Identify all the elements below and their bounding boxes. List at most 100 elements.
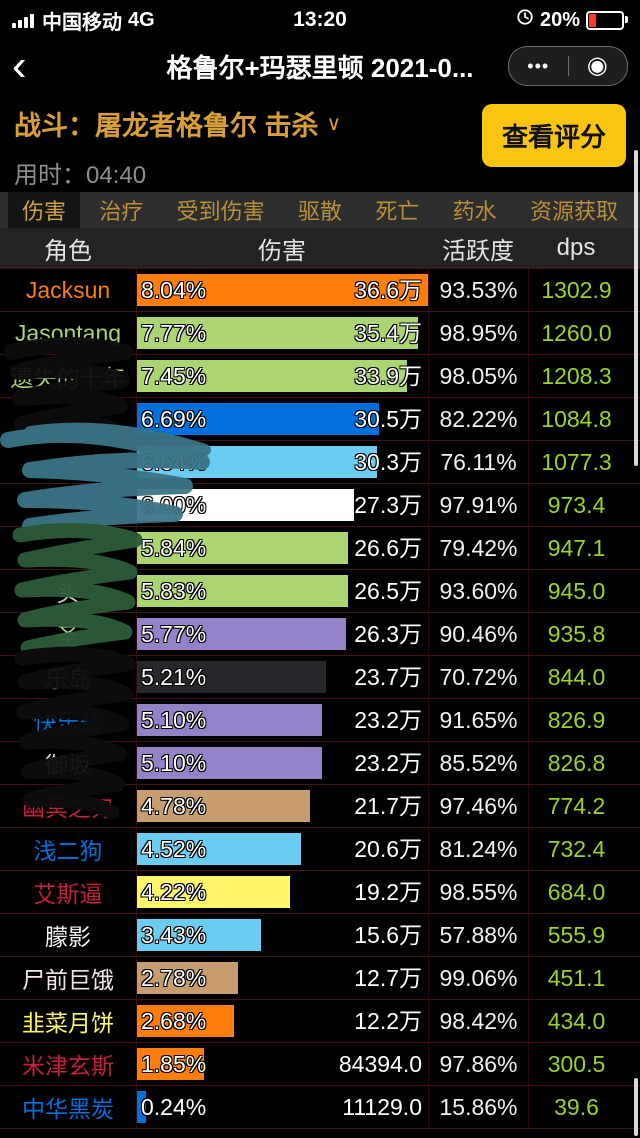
header-role: 角色 — [44, 237, 92, 265]
chevron-down-icon: ∨ — [326, 113, 342, 135]
tab-label: 药水 — [452, 199, 497, 224]
damage-amount-label: 20.6万 — [354, 836, 422, 862]
tab-label: 资源获取 — [529, 199, 618, 224]
table-header: 角色 伤害 活跃度 dps — [0, 228, 640, 269]
damage-bar — [137, 661, 326, 693]
damage-percent-label: 5.21% — [141, 664, 207, 690]
activity-cell: 97.86% — [428, 1043, 528, 1085]
table-row[interactable]: 米津玄斯 1.85% 84394.0 97.86% 300.5 — [0, 1043, 640, 1086]
scrollbar[interactable] — [634, 150, 638, 466]
table-row[interactable]: 5.84% 26.6万 79.42% 947.1 — [0, 527, 640, 570]
dps-cell: 434.0 — [528, 1000, 624, 1042]
activity-cell: 97.91% — [428, 484, 528, 526]
tab-4[interactable]: 死亡 — [361, 192, 433, 228]
player-name: 头 — [56, 580, 80, 606]
damage-amount-label: 23.7万 — [354, 664, 422, 690]
player-name: 米津玄斯 — [22, 1053, 114, 1079]
dps-cell: 1260.0 — [528, 312, 624, 354]
damage-amount-label: 12.2万 — [354, 1008, 422, 1034]
more-button[interactable]: ••• — [527, 55, 550, 76]
dps-cell: 732.4 — [528, 828, 624, 870]
table-row[interactable]: 尸前巨饿 2.78% 12.7万 99.06% 451.1 — [0, 957, 640, 1000]
player-name: 朦影 — [45, 924, 91, 950]
tab-0[interactable]: 伤害 — [8, 192, 81, 228]
table-row[interactable]: 快乐盐 5.10% 23.2万 91.65% 826.9 — [0, 699, 640, 742]
dps-cell: 451.1 — [528, 957, 624, 999]
tab-6[interactable]: 资源获取 — [516, 192, 632, 228]
view-score-button[interactable]: 查看评分 — [481, 104, 626, 167]
damage-bar-cell: 1.85% 84394.0 — [136, 1043, 428, 1085]
damage-bar — [137, 575, 348, 607]
damage-bar-cell: 5.77% 26.3万 — [136, 613, 428, 655]
table-row[interactable]: 朦影 3.43% 15.6万 57.88% 555.9 — [0, 914, 640, 957]
table-row[interactable]: 遗失的十年 7.45% 33.9万 98.05% 1208.3 — [0, 355, 640, 398]
activity-cell: 93.53% — [428, 269, 528, 311]
damage-percent-label: 6.69% — [141, 406, 207, 432]
damage-percent-label: 6.64% — [141, 449, 207, 475]
activity-cell: 90.46% — [428, 613, 528, 655]
tab-2[interactable]: 受到伤害 — [163, 192, 279, 228]
table-row[interactable]: 韭菜月饼 2.68% 12.2万 98.42% 434.0 — [0, 1000, 640, 1043]
battery-icon — [586, 10, 628, 30]
table-row[interactable]: 御坂 5.10% 23.2万 85.52% 826.8 — [0, 742, 640, 785]
damage-amount-label: 11129.0 — [342, 1094, 422, 1120]
player-name: 圣 — [56, 623, 80, 649]
damage-bar — [137, 317, 419, 349]
fight-section: 战斗：屠龙者格鲁尔 击杀 ∨ 用时：04:40 查看评分 — [0, 96, 640, 192]
table-row[interactable]: 幽冥之刃 4.78% 21.7万 97.46% 774.2 — [0, 785, 640, 828]
damage-bar — [137, 704, 322, 736]
damage-bar-cell: 8.04% 36.6万 — [136, 269, 428, 311]
table-row[interactable]: 6.69% 30.5万 82.22% 1084.8 — [0, 398, 640, 441]
signal-strength-icon — [12, 13, 34, 28]
damage-amount-label: 30.5万 — [354, 406, 422, 432]
damage-bar-cell: 4.22% 19.2万 — [136, 871, 428, 913]
damage-bar — [137, 747, 322, 779]
activity-cell: 98.42% — [428, 1000, 528, 1042]
table-row[interactable]: 乐岛 5.21% 23.7万 70.72% 844.0 — [0, 656, 640, 699]
damage-bar-cell: 7.45% 33.9万 — [136, 355, 428, 397]
tab-5[interactable]: 药水 — [439, 192, 511, 228]
miniprogram-capsule: ••• ◉ — [508, 46, 628, 86]
damage-amount-label: 30.3万 — [354, 449, 422, 475]
scrollbar-bottom[interactable] — [634, 1078, 638, 1136]
dps-cell: 945.0 — [528, 570, 624, 612]
table-row[interactable]: 头 5.83% 26.5万 93.60% 945.0 — [0, 570, 640, 613]
damage-percent-label: 5.10% — [141, 707, 207, 733]
damage-amount-label: 23.2万 — [354, 707, 422, 733]
fight-selector[interactable]: 战斗：屠龙者格鲁尔 击杀 ∨ — [14, 104, 341, 143]
damage-bar — [137, 1005, 234, 1037]
damage-bar — [137, 962, 238, 994]
tab-1[interactable]: 治疗 — [85, 192, 157, 228]
activity-cell: 99.06% — [428, 957, 528, 999]
table-row[interactable]: 6.00% 27.3万 97.91% 973.4 — [0, 484, 640, 527]
table-row[interactable]: 中华黑炭 0.24% 11129.0 15.86% 39.6 — [0, 1086, 640, 1129]
alarm-clock-icon — [516, 8, 534, 32]
table-row[interactable]: Jacksun 8.04% 36.6万 93.53% 1302.9 — [0, 269, 640, 312]
dps-cell: 1208.3 — [528, 355, 624, 397]
damage-bar-cell: 0.24% 11129.0 — [136, 1086, 428, 1128]
table-row[interactable]: 圣 5.77% 26.3万 90.46% 935.8 — [0, 613, 640, 656]
activity-cell: 91.65% — [428, 699, 528, 741]
damage-bar — [137, 790, 310, 822]
damage-table: Jacksun 8.04% 36.6万 93.53% 1302.9 Jasont… — [0, 269, 640, 1129]
table-row[interactable]: 艾斯逼 4.22% 19.2万 98.55% 684.0 — [0, 871, 640, 914]
table-row[interactable]: 浅二狗 4.52% 20.6万 81.24% 732.4 — [0, 828, 640, 871]
damage-bar — [137, 833, 301, 865]
activity-cell: 57.88% — [428, 914, 528, 956]
damage-bar — [137, 274, 428, 306]
tab-3[interactable]: 驱散 — [284, 192, 356, 228]
table-row[interactable]: 6.64% 30.3万 76.11% 1077.3 — [0, 441, 640, 484]
carrier-label: 中国移动 — [42, 11, 122, 34]
damage-percent-label: 4.52% — [141, 836, 207, 862]
damage-amount-label: 15.6万 — [354, 922, 422, 948]
dps-cell: 1084.8 — [528, 398, 624, 440]
player-name: Jasontang — [14, 319, 122, 346]
dps-cell: 826.9 — [528, 699, 624, 741]
back-button[interactable]: ‹ — [12, 41, 27, 90]
tab-label: 伤害 — [22, 199, 67, 224]
fight-label: 战斗：屠龙者格鲁尔 击杀 — [14, 111, 319, 141]
table-row[interactable]: Jasontang 7.77% 35.4万 98.95% 1260.0 — [0, 312, 640, 355]
close-button[interactable]: ◉ — [586, 52, 609, 79]
damage-percent-label: 3.43% — [141, 922, 207, 948]
damage-bar-cell: 2.68% 12.2万 — [136, 1000, 428, 1042]
